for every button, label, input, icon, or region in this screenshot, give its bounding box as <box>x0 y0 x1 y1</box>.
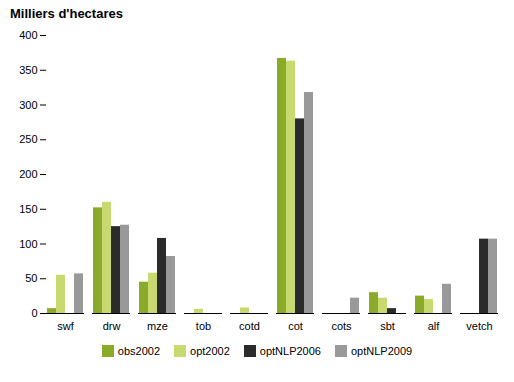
svg-text:250: 250 <box>19 133 37 145</box>
svg-text:300: 300 <box>19 99 37 111</box>
html-text:optNLP2009: optNLP2009 <box>351 345 413 357</box>
svg-text:drw: drw <box>103 320 121 332</box>
svg-text:vetch: vetch <box>466 320 492 332</box>
html-text:obs2002: obs2002 <box>117 345 160 357</box>
svg-text:350: 350 <box>19 64 37 76</box>
svg-text:50: 50 <box>25 272 37 284</box>
svg-text:150: 150 <box>19 203 37 215</box>
svg-text:100: 100 <box>19 238 37 250</box>
html-text:optNLP2006: optNLP2006 <box>259 345 321 357</box>
svg-text:mze: mze <box>147 320 168 332</box>
svg-text:400: 400 <box>19 29 37 41</box>
svg-text:200: 200 <box>19 168 37 180</box>
svg-text:cot: cot <box>288 320 303 332</box>
svg-text:tob: tob <box>196 320 211 332</box>
svg-text:cotd: cotd <box>239 320 260 332</box>
svg-text:cots: cots <box>331 320 352 332</box>
html-text:opt2002: opt2002 <box>190 345 230 357</box>
svg-text:swf: swf <box>57 320 74 332</box>
svg-text:sbt: sbt <box>380 320 395 332</box>
html-text:Milliers d'hectares: Milliers d'hectares <box>10 6 123 21</box>
svg-text:0: 0 <box>31 307 37 319</box>
svg-text:alf: alf <box>428 320 441 332</box>
